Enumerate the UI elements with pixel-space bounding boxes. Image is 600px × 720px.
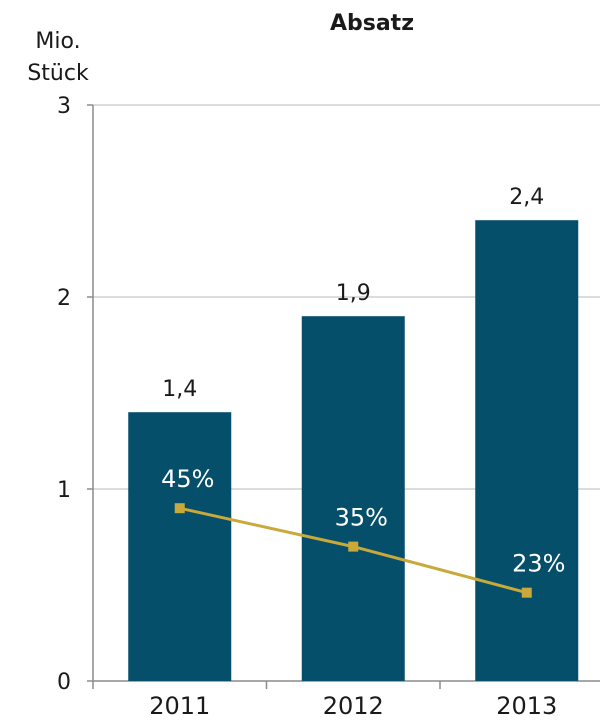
x-tick-label: 2012: [323, 692, 384, 720]
y-tick-label: 0: [57, 670, 71, 695]
bar: [301, 316, 405, 681]
share-line-marker: [348, 541, 359, 552]
bar-value-label: 1,4: [162, 377, 197, 402]
y-axis-label-line-1: Mio.: [35, 29, 80, 54]
y-axis-label-line-2: Stück: [27, 61, 89, 86]
bar: [128, 412, 232, 681]
share-line-marker: [521, 587, 532, 598]
share-line: [174, 503, 532, 598]
y-tick-label: 1: [57, 478, 71, 503]
share-line-marker: [174, 503, 185, 514]
bar-value-label: 2,4: [509, 185, 544, 210]
x-tick-label: 2011: [149, 692, 210, 720]
share-label: 35%: [335, 504, 388, 532]
bar: [475, 220, 579, 681]
bars: [128, 220, 579, 681]
labels: 0 1 2 3 2011 2012 2013 1,4 1,9 2,4 45% 35% 23%: [57, 94, 565, 720]
bar-value-label: 1,9: [336, 281, 371, 306]
y-tick-label: 3: [57, 94, 71, 119]
y-tick-label: 2: [57, 286, 71, 311]
chart-title: Absatz: [330, 11, 414, 36]
share-label: 23%: [512, 550, 565, 578]
share-label: 45%: [161, 465, 214, 493]
x-tick-label: 2013: [496, 692, 557, 720]
